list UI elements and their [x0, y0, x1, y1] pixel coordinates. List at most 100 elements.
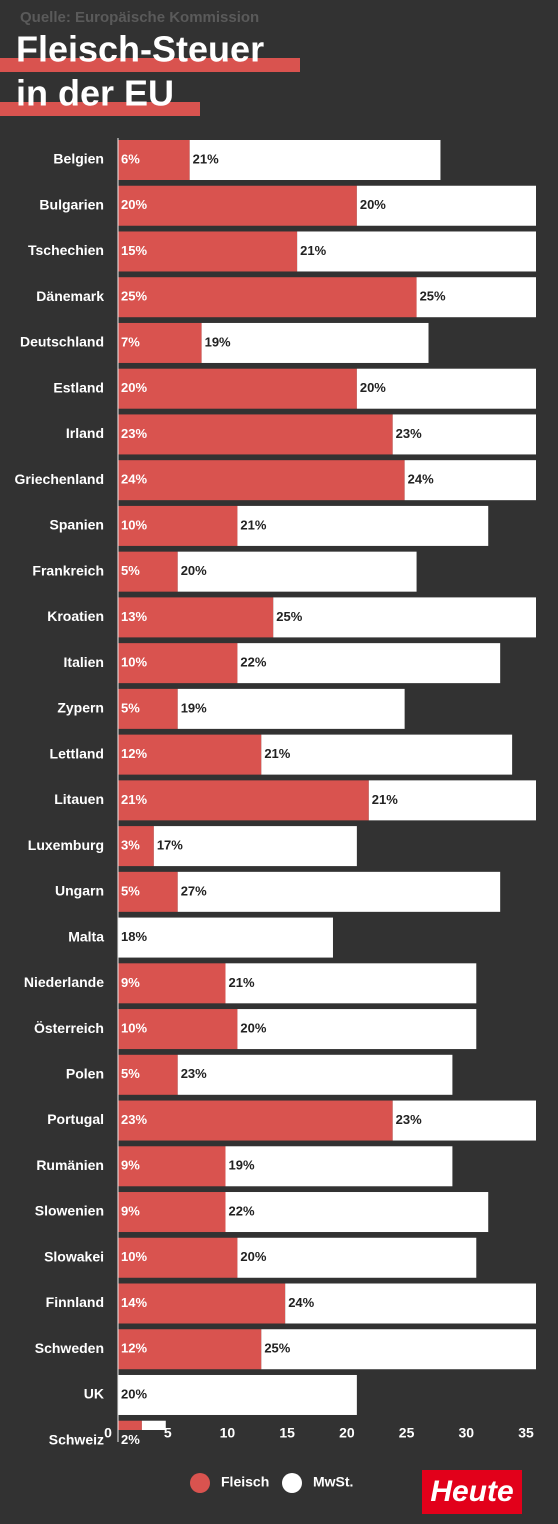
bar-segment — [416, 277, 536, 318]
bar-segment — [118, 826, 154, 867]
y-tick-label: Malta — [68, 928, 104, 944]
data-label: 20% — [121, 197, 147, 212]
data-label: 27% — [181, 883, 207, 898]
y-tick-label: Spanien — [50, 517, 104, 533]
y-tick-label: Griechenland — [15, 471, 104, 487]
data-label: 15% — [121, 243, 147, 258]
data-label: 3% — [121, 838, 140, 853]
bar-segment — [118, 1192, 226, 1233]
bar-segment — [356, 368, 536, 409]
bar-segment — [118, 277, 417, 318]
y-tick-label: Slowenien — [35, 1203, 104, 1219]
data-label: 24% — [288, 1295, 314, 1310]
y-tick-label: Portugal — [47, 1111, 104, 1127]
y-tick-label: Ungarn — [55, 883, 104, 899]
bar-segment — [237, 643, 501, 684]
bar-segment — [261, 734, 513, 775]
data-label: 19% — [228, 1158, 254, 1173]
data-label: 25% — [264, 1341, 290, 1356]
data-label: 10% — [121, 655, 147, 670]
data-label: 20% — [240, 1249, 266, 1264]
data-label: 12% — [121, 1341, 147, 1356]
y-tick-label: UK — [84, 1386, 104, 1402]
data-label: 23% — [396, 426, 422, 441]
bar-segment — [118, 1146, 226, 1187]
y-tick-label: Italien — [64, 654, 104, 670]
data-label: 5% — [121, 563, 140, 578]
data-label: 21% — [240, 517, 266, 532]
data-label: 23% — [181, 1066, 207, 1081]
bar-segment — [237, 1009, 477, 1050]
data-label: 25% — [276, 609, 302, 624]
y-tick-label: Belgien — [53, 151, 104, 167]
data-label: 6% — [121, 151, 140, 166]
bar-segment — [141, 1420, 166, 1430]
bar-segment — [118, 1283, 286, 1324]
bar-segment — [225, 1192, 489, 1233]
y-tick-label: Bulgarien — [39, 196, 104, 212]
data-label: 25% — [121, 289, 147, 304]
bar-segment — [237, 505, 489, 546]
bar-segment — [118, 871, 178, 912]
data-label: 18% — [121, 929, 147, 944]
data-label: 9% — [121, 1203, 140, 1218]
data-label: 9% — [121, 975, 140, 990]
data-label: 25% — [420, 289, 446, 304]
y-tick-label: Irland — [66, 425, 104, 441]
bar-segment — [177, 551, 417, 592]
y-tick-label: Slowakei — [44, 1248, 104, 1264]
data-label: 21% — [264, 746, 290, 761]
data-label: 9% — [121, 1158, 140, 1173]
bar-segment — [118, 368, 357, 409]
bar-segment — [118, 185, 357, 226]
data-label: 21% — [193, 151, 219, 166]
bar-segment — [118, 597, 274, 638]
data-label: 19% — [205, 334, 231, 349]
bar-segment — [297, 231, 536, 272]
bar-segment — [237, 1237, 477, 1278]
bar-segment — [118, 1100, 393, 1141]
data-label: 14% — [121, 1295, 147, 1310]
plot-area — [118, 140, 536, 1430]
data-label: 24% — [121, 472, 147, 487]
x-tick-label: 35 — [518, 1425, 534, 1441]
data-label: 10% — [121, 517, 147, 532]
bar-segment — [177, 1054, 453, 1095]
data-label: 21% — [121, 792, 147, 807]
data-label: 20% — [360, 380, 386, 395]
bar-segment — [118, 1420, 142, 1430]
bar-segment — [356, 185, 536, 226]
data-label: 17% — [157, 838, 183, 853]
y-tick-label: Dänemark — [36, 288, 104, 304]
y-tick-label: Polen — [66, 1066, 104, 1082]
data-label: 24% — [408, 472, 434, 487]
y-tick-label: Finnland — [46, 1294, 104, 1310]
bar-segment — [118, 1054, 178, 1095]
bar-segment — [225, 963, 477, 1004]
bar-segment — [118, 963, 226, 1004]
data-label: 2% — [121, 1432, 140, 1447]
bar-segment — [261, 1329, 536, 1370]
x-tick-label: 5 — [164, 1425, 172, 1441]
bar-segment — [225, 1146, 453, 1187]
data-label: 23% — [121, 426, 147, 441]
y-tick-label: Rumänien — [36, 1157, 104, 1173]
y-tick-label: Tschechien — [28, 242, 104, 258]
data-label: 20% — [240, 1020, 266, 1035]
bar-segment — [118, 1374, 357, 1415]
logo-box — [422, 1470, 522, 1514]
data-label: 19% — [181, 700, 207, 715]
data-label: 10% — [121, 1020, 147, 1035]
bar-segment — [118, 551, 178, 592]
data-label: 21% — [300, 243, 326, 258]
data-label: 23% — [121, 1112, 147, 1127]
chart-title: in der EU — [16, 73, 174, 114]
bar-segment — [368, 780, 536, 821]
bar-segment — [189, 140, 441, 180]
x-tick-label: 30 — [458, 1425, 474, 1441]
y-tick-label: Luxemburg — [28, 837, 104, 853]
data-label: 20% — [121, 1386, 147, 1401]
title-stripe — [0, 102, 200, 116]
